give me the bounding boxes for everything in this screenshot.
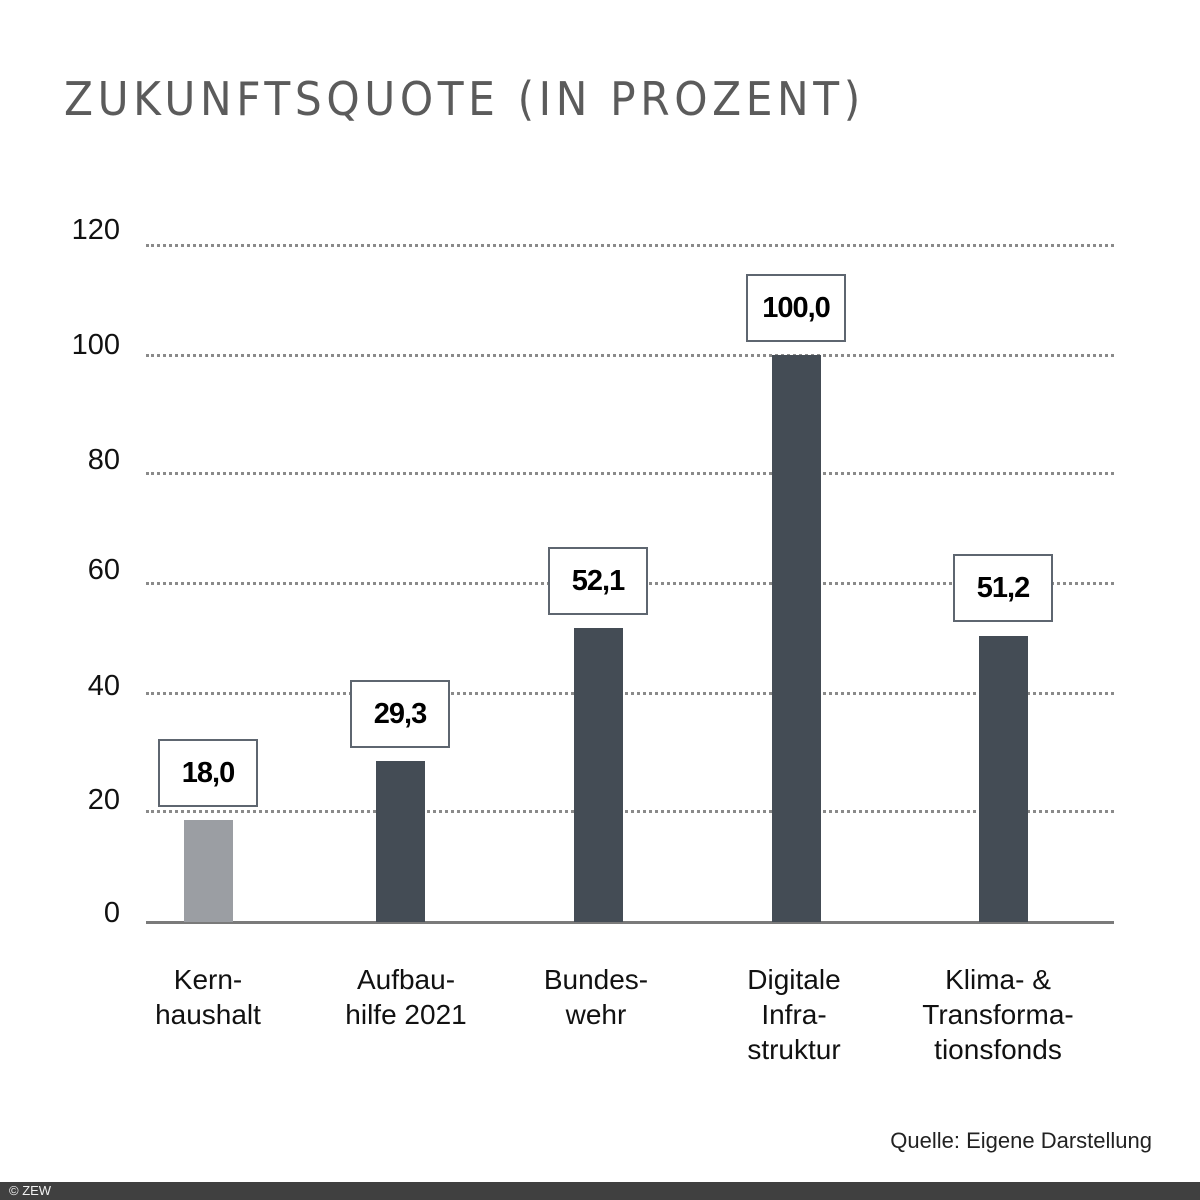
source-note: Quelle: Eigene Darstellung — [890, 1128, 1152, 1153]
value-label-klima-transformationsfonds: 51,2 — [953, 554, 1053, 622]
y-tick-label: 20 — [87, 784, 120, 816]
x-label-aufbauhilfe-2021: Aufbau- hilfe 2021 — [345, 964, 467, 1030]
x-axis-baseline — [146, 921, 1114, 924]
y-tick-label: 0 — [103, 897, 120, 929]
y-tick-label: 120 — [71, 214, 120, 246]
value-label-kernhaushalt: 18,0 — [158, 739, 258, 807]
gridline-100 — [146, 354, 1114, 357]
gridline-20 — [146, 810, 1114, 813]
copyright-text: © ZEW — [9, 1183, 52, 1198]
x-label-bundeswehr: Bundes- wehr — [543, 964, 649, 1030]
x-label-kernhaushalt: Kern- haushalt — [155, 964, 261, 1030]
y-tick-label: 100 — [71, 329, 120, 361]
y-tick-label: 80 — [87, 444, 120, 476]
bar-bundeswehr — [574, 628, 623, 922]
value-label-bundeswehr: 52,1 — [548, 547, 648, 615]
bar-digitale-infrastruktur — [772, 355, 821, 922]
bar-kernhaushalt — [184, 820, 233, 922]
x-label-digitale-infrastruktur: Digitale Infra- struktur — [747, 964, 841, 1065]
bar-klima-transformationsfonds — [979, 636, 1028, 922]
gridline-80 — [146, 472, 1114, 475]
y-tick-label: 40 — [87, 670, 120, 702]
value-label-digitale-infrastruktur: 100,0 — [746, 274, 846, 342]
gridline-120 — [146, 244, 1114, 247]
bar-aufbauhilfe-2021 — [376, 761, 425, 922]
gridline-40 — [146, 692, 1114, 695]
value-label-aufbauhilfe-2021: 29,3 — [350, 680, 450, 748]
copyright-footer: © ZEW — [0, 1182, 1200, 1200]
x-label-klima-transformationsfonds: Klima- & Transforma- tionsfonds — [922, 964, 1074, 1065]
y-tick-label: 60 — [87, 554, 120, 586]
chart-title: ZUKUNFTSQUOTE (IN PROZENT) — [64, 72, 865, 126]
